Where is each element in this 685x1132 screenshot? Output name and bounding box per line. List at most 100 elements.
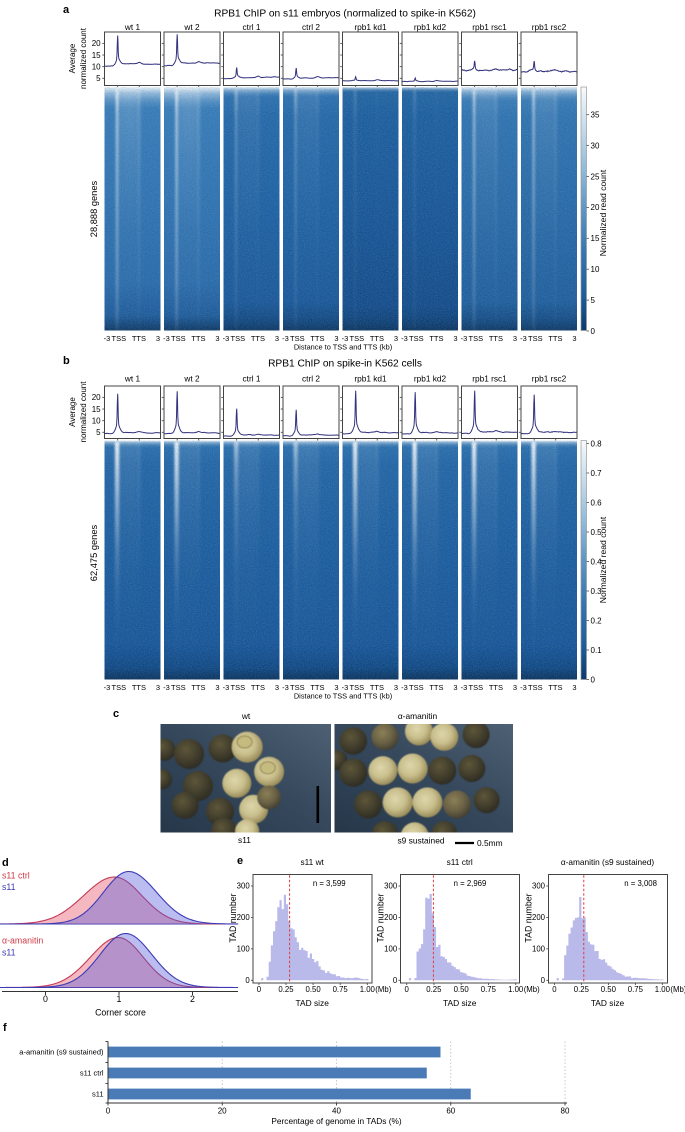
svg-text:-3: -3 [163,683,170,692]
svg-text:3: 3 [453,683,457,692]
svg-text:5: 5 [591,296,596,305]
svg-text:wt 1: wt 1 [124,374,141,384]
svg-text:TSS: TSS [409,334,424,343]
svg-text:100: 100 [237,945,251,954]
svg-text:Distance to TSS and TTS (kb): Distance to TSS and TTS (kb) [294,343,392,352]
svg-text:TTS: TTS [429,334,443,343]
svg-text:s11: s11 [92,1090,104,1099]
svg-text:s11: s11 [2,882,16,892]
svg-text:α-amanitin: α-amanitin [398,711,438,721]
svg-text:TSS: TSS [469,683,484,692]
svg-text:ctrl 1: ctrl 1 [243,22,261,32]
svg-text:-3: -3 [282,334,289,343]
svg-text:TTS: TTS [489,683,503,692]
svg-text:TTS: TTS [548,683,562,692]
svg-text:0.25: 0.25 [426,985,442,994]
svg-text:-3: -3 [163,334,170,343]
svg-text:-3: -3 [104,334,111,343]
svg-text:-3: -3 [461,683,468,692]
svg-text:15: 15 [92,405,101,414]
svg-text:TAD size: TAD size [296,998,330,1008]
svg-text:Normalized read count: Normalized read count [598,516,608,603]
svg-text:200: 200 [237,913,251,922]
svg-text:0.75: 0.75 [333,985,349,994]
svg-text:TSS: TSS [528,334,543,343]
svg-text:80: 80 [561,1107,570,1116]
svg-text:35: 35 [591,111,600,120]
svg-text:3: 3 [275,334,279,343]
svg-text:3: 3 [275,683,279,692]
svg-text:-3: -3 [461,334,468,343]
svg-text:RPB1 ChIP on s11 embryos (norm: RPB1 ChIP on s11 embryos (normalized to … [214,9,476,20]
svg-text:n = 2,969: n = 2,969 [454,879,487,888]
svg-text:5: 5 [96,74,101,83]
svg-text:rpb1 rsc1: rpb1 rsc1 [472,374,507,384]
svg-text:rpb1 rsc2: rpb1 rsc2 [532,374,567,384]
svg-text:0.25: 0.25 [574,985,590,994]
svg-text:0.75: 0.75 [628,985,644,994]
svg-text:(Mb): (Mb) [375,985,391,994]
svg-text:TSS: TSS [231,334,246,343]
svg-text:wt 2: wt 2 [183,22,200,32]
svg-text:0.1: 0.1 [591,646,603,655]
svg-text:60: 60 [446,1107,455,1116]
svg-text:-3: -3 [342,334,349,343]
svg-text:n = 3,008: n = 3,008 [624,879,657,888]
svg-text:e: e [237,855,243,867]
svg-text:TAD number: TAD number [228,893,238,942]
svg-text:3: 3 [334,683,338,692]
svg-text:0.25: 0.25 [278,985,294,994]
svg-text:rpb1 kd1: rpb1 kd1 [354,374,387,384]
svg-text:RPB1 ChIP on spike-in K562 cel: RPB1 ChIP on spike-in K562 cells [268,359,422,370]
svg-text:300: 300 [532,882,546,891]
svg-text:TSS: TSS [112,683,127,692]
svg-text:0.5mm: 0.5mm [477,838,503,848]
svg-text:100: 100 [384,945,398,954]
svg-text:(Mb): (Mb) [524,985,540,994]
svg-text:3: 3 [394,334,398,343]
svg-text:s11 wt: s11 wt [301,857,325,867]
svg-text:1.00: 1.00 [655,985,671,994]
svg-text:200: 200 [384,913,398,922]
svg-text:3: 3 [394,683,398,692]
svg-text:30: 30 [591,141,600,150]
svg-text:TTS: TTS [251,683,265,692]
svg-text:TTS: TTS [251,334,265,343]
svg-text:s11 ctrl: s11 ctrl [80,1069,104,1078]
svg-text:TSS: TSS [171,334,186,343]
svg-text:TSS: TSS [350,683,365,692]
svg-text:3: 3 [572,334,576,343]
svg-text:s9 sustained: s9 sustained [397,836,444,846]
svg-text:20: 20 [92,39,101,48]
svg-text:rpb1 kd2: rpb1 kd2 [414,374,447,384]
svg-text:0: 0 [552,985,557,994]
svg-text:Distance to TSS and TTS (kb): Distance to TSS and TTS (kb) [294,692,392,701]
svg-text:TTS: TTS [191,334,205,343]
svg-text:a: a [63,4,70,16]
svg-text:(Mb): (Mb) [670,985,685,994]
svg-text:20: 20 [591,203,600,212]
svg-text:wt: wt [241,711,251,721]
svg-text:0: 0 [245,976,250,985]
svg-text:wt 2: wt 2 [183,374,200,384]
svg-text:1: 1 [117,994,122,1004]
svg-text:10: 10 [591,265,600,274]
svg-text:TTS: TTS [132,334,146,343]
svg-text:TTS: TTS [191,683,205,692]
svg-text:-3: -3 [223,334,230,343]
svg-text:TTS: TTS [489,334,503,343]
svg-text:Average: Average [68,397,77,427]
svg-text:10: 10 [92,417,101,426]
svg-text:100: 100 [532,945,546,954]
svg-text:0: 0 [257,985,262,994]
svg-text:0: 0 [591,675,596,684]
svg-text:15: 15 [591,234,600,243]
svg-text:-3: -3 [520,683,527,692]
svg-text:Percentage of genome in TADs (: Percentage of genome in TADs (%) [271,1116,401,1126]
svg-text:s11: s11 [238,835,251,845]
svg-text:TAD size: TAD size [443,998,477,1008]
svg-text:10: 10 [92,63,101,72]
svg-text:0.50: 0.50 [454,985,470,994]
svg-text:28,888 genes: 28,888 genes [89,180,99,237]
svg-text:rpb1 rsc1: rpb1 rsc1 [472,22,507,32]
